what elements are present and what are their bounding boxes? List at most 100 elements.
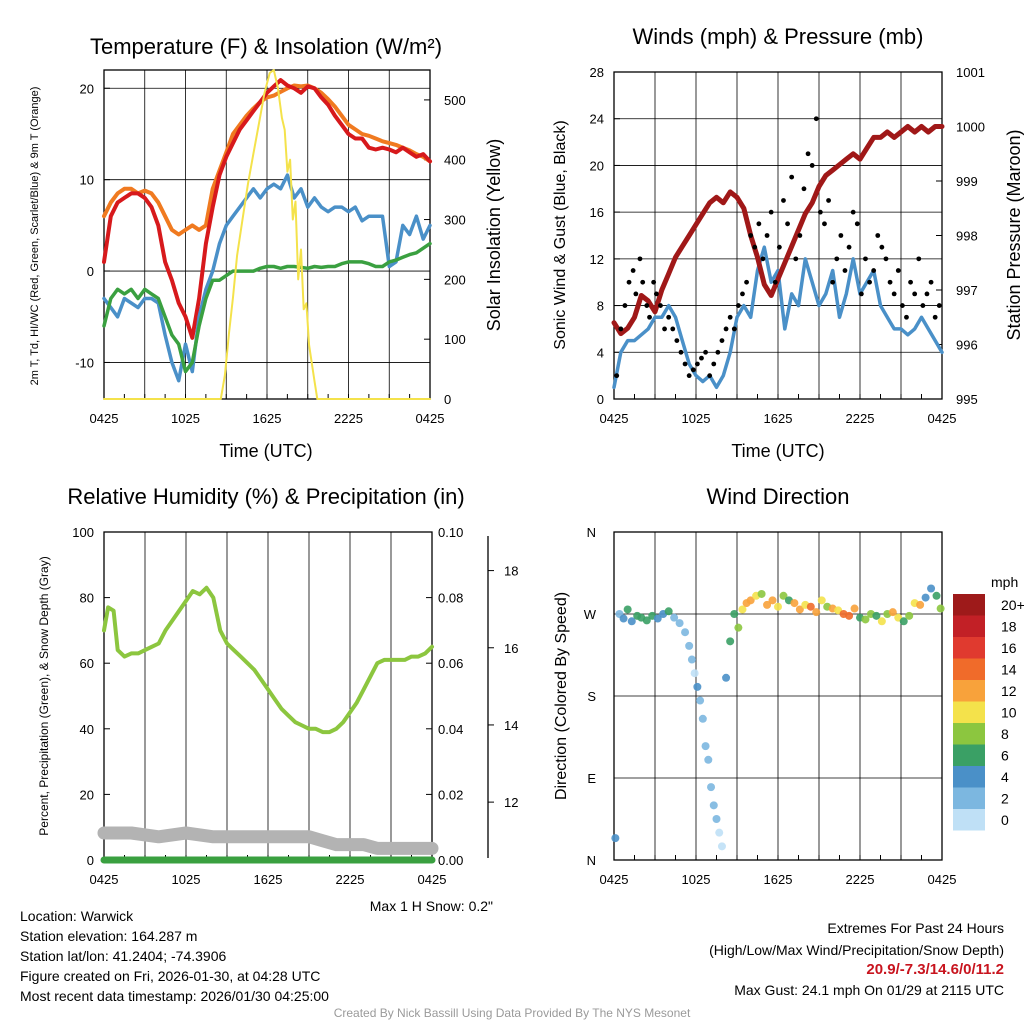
legend-swatch xyxy=(953,637,985,659)
direction-point xyxy=(927,584,936,593)
gust-point xyxy=(891,291,897,297)
gust-point xyxy=(793,256,799,262)
gust-point xyxy=(908,279,913,285)
legend-label: 20+ xyxy=(1001,597,1024,613)
gust-point xyxy=(813,116,819,122)
x-tick-label: 1625 xyxy=(253,411,282,426)
humidity-panel: Relative Humidity (%) & Precipitation (i… xyxy=(37,484,518,914)
gust-point xyxy=(731,326,737,332)
x-tick-label: 1025 xyxy=(682,872,711,887)
direction-point xyxy=(698,714,707,723)
winds-panel: Winds (mph) & Pressure (mb) 0425 1025 1625… xyxy=(552,24,1024,461)
x-tick-label: 1025 xyxy=(171,411,200,426)
series-station-pressure xyxy=(611,124,945,337)
legend-label: 10 xyxy=(1001,705,1017,721)
direction-point xyxy=(795,605,804,614)
gust-point xyxy=(838,233,844,238)
series-9m-t xyxy=(102,83,432,237)
gust-point xyxy=(690,367,696,373)
series-snow-depth xyxy=(97,826,439,855)
legend-swatch xyxy=(953,680,985,702)
direction-point xyxy=(850,604,859,613)
legend-label: 8 xyxy=(1001,726,1009,742)
pressure-tick-label: 1000 xyxy=(956,120,985,135)
direction-point xyxy=(768,596,777,605)
solar-tick-label: 200 xyxy=(444,272,466,287)
gust-point xyxy=(723,326,729,332)
gust-point xyxy=(854,221,860,227)
humidity-ylabel: Percent, Precipitation (Green), & Snow D… xyxy=(37,556,51,835)
legend-swatch xyxy=(953,658,985,680)
gust-point xyxy=(809,163,815,168)
credit-footer: Created By Nick Bassill Using Data Provi… xyxy=(333,1006,691,1020)
extremes-subtitle: (High/Low/Max Wind/Precipitation/Snow De… xyxy=(709,942,1004,958)
max-gust-text: Max Gust: 24.1 mph On 01/29 at 2115 UTC xyxy=(734,982,1004,998)
gust-point xyxy=(694,361,700,367)
gust-point xyxy=(920,303,926,308)
solar-tick-label: 0 xyxy=(444,392,451,407)
gust-point xyxy=(752,244,758,250)
gust-point xyxy=(781,198,786,203)
legend-swatch xyxy=(953,787,985,809)
gust-point xyxy=(707,373,713,379)
y-tick-label: 8 xyxy=(597,299,604,314)
legend-swatch xyxy=(953,744,985,766)
x-tick-label: 0425 xyxy=(90,411,119,426)
y-tick-label: 0 xyxy=(87,264,94,279)
gust-point xyxy=(826,198,831,203)
gust-point xyxy=(719,338,725,344)
gust-point xyxy=(801,186,807,192)
legend-swatch xyxy=(953,723,985,745)
direction-point xyxy=(681,628,690,637)
precip-tick-label: 0.06 xyxy=(438,656,463,671)
y-tick-label: 0 xyxy=(87,853,94,868)
y-tick-label: 10 xyxy=(80,173,94,188)
y-tick-label: 12 xyxy=(590,252,604,267)
direction-point xyxy=(670,613,679,622)
x-tick-label: 0425 xyxy=(416,411,445,426)
gust-point xyxy=(633,291,639,297)
legend-label: 14 xyxy=(1001,662,1017,678)
gust-point xyxy=(614,373,620,379)
direction-point xyxy=(704,755,713,764)
direction-point xyxy=(921,593,930,602)
pressure-tick-label: 998 xyxy=(956,229,978,244)
gust-point xyxy=(703,349,708,355)
gust-point xyxy=(768,209,774,215)
gust-point xyxy=(797,233,803,238)
x-tick-label: 1625 xyxy=(764,872,793,887)
direction-point xyxy=(675,619,684,628)
y-tick-label: 16 xyxy=(590,205,604,220)
direction-point xyxy=(690,669,699,678)
gust-point xyxy=(904,314,909,320)
gust-point xyxy=(871,268,877,273)
gust-point xyxy=(879,244,885,250)
wind-direction-title: Wind Direction xyxy=(706,484,849,509)
direction-point xyxy=(715,828,724,837)
temperature-xlabel: Time (UTC) xyxy=(219,441,312,461)
gust-point xyxy=(875,233,881,238)
direction-tick-label: S xyxy=(587,689,596,704)
legend-swatch xyxy=(953,615,985,637)
gust-point xyxy=(772,279,778,285)
solar-tick-label: 300 xyxy=(444,213,466,228)
gust-point xyxy=(748,233,754,238)
gust-point xyxy=(711,361,717,367)
series-relative-humidity xyxy=(102,585,434,735)
legend-label: 0 xyxy=(1001,812,1009,828)
gust-point xyxy=(727,314,733,320)
precip-tick-label: 0.00 xyxy=(438,853,463,868)
gust-point xyxy=(883,256,889,262)
direction-point xyxy=(888,608,897,617)
y-tick-label: -10 xyxy=(75,355,94,370)
direction-point xyxy=(738,605,747,614)
legend-swatch xyxy=(953,766,985,788)
gust-point xyxy=(670,326,676,332)
winds-title: Winds (mph) & Pressure (mb) xyxy=(633,24,924,49)
y-tick-label: 20 xyxy=(80,81,94,96)
direction-point xyxy=(726,637,735,646)
snow-tick-label: 14 xyxy=(504,718,518,733)
direction-point xyxy=(763,600,772,609)
gust-point xyxy=(858,291,864,297)
gust-point xyxy=(653,291,659,297)
